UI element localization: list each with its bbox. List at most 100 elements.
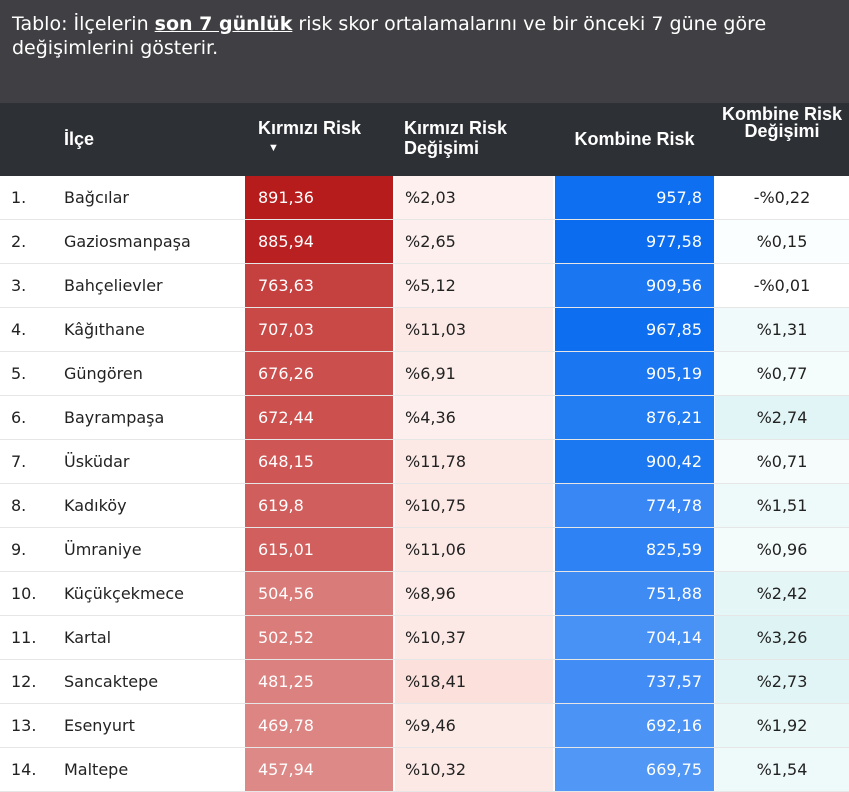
kombine-degisim-cell: %1,51: [715, 484, 849, 527]
column-header-kirmizi-risk[interactable]: Kırmızı Risk ▼: [258, 118, 393, 154]
kombine-risk-cell: 737,57: [555, 660, 714, 703]
column-header-ilce[interactable]: İlçe: [64, 129, 95, 149]
district-name-cell: Bayrampaşa: [64, 408, 165, 427]
kirmizi-degisim-cell: %10,75: [395, 484, 553, 527]
kombine-degisim-cell: %2,74: [715, 396, 849, 439]
district-name-cell: Kartal: [64, 628, 112, 647]
kombine-degisim-cell: %1,54: [715, 748, 849, 791]
kirmizi-risk-cell: 481,25: [245, 660, 393, 703]
sort-descending-icon[interactable]: ▼: [268, 142, 279, 154]
table-row: 11. Kartal 502,52 %10,37 704,14 %3,26: [0, 616, 849, 660]
kirmizi-degisim-cell: %5,12: [395, 264, 553, 307]
kombine-degisim-cell: %0,71: [715, 440, 849, 483]
table-row: 2. Gaziosmanpaşa 885,94 %2,65 977,58 %0,15: [0, 220, 849, 264]
table-row: 5. Güngören 676,26 %6,91 905,19 %0,77: [0, 352, 849, 396]
caption-text-end: risk skor ortalamalarını ve bir önceki 7…: [12, 13, 767, 59]
kombine-risk-cell: 669,75: [555, 748, 714, 791]
table-row: 12. Sancaktepe 481,25 %18,41 737,57 %2,73: [0, 660, 849, 704]
district-name-cell: Esenyurt: [64, 716, 135, 735]
kombine-degisim-cell: %1,92: [715, 704, 849, 747]
kombine-risk-cell: 967,85: [555, 308, 714, 351]
kombine-risk-cell: 905,19: [555, 352, 714, 395]
rank-cell: 3.: [11, 276, 27, 295]
kirmizi-risk-cell: 672,44: [245, 396, 393, 439]
kombine-risk-cell: 876,21: [555, 396, 714, 439]
rank-cell: 6.: [11, 408, 27, 427]
kombine-degisim-cell: -%0,01: [715, 264, 849, 307]
caption-emphasis: son 7 günlük: [154, 13, 293, 35]
kirmizi-degisim-cell: %6,91: [395, 352, 553, 395]
kirmizi-degisim-cell: %18,41: [395, 660, 553, 703]
kirmizi-degisim-cell: %10,37: [395, 616, 553, 659]
table-row: 1. Bağcılar 891,36 %2,03 957,8 -%0,22: [0, 176, 849, 220]
kombine-risk-cell: 774,78: [555, 484, 714, 527]
kombine-degisim-cell: %2,73: [715, 660, 849, 703]
kombine-risk-cell: 900,42: [555, 440, 714, 483]
kirmizi-risk-cell: 504,56: [245, 572, 393, 615]
kirmizi-degisim-cell: %11,03: [395, 308, 553, 351]
kirmizi-risk-cell: 891,36: [245, 176, 393, 219]
kombine-degisim-cell: %3,26: [715, 616, 849, 659]
rank-cell: 2.: [11, 232, 27, 251]
kirmizi-degisim-cell: %2,03: [395, 176, 553, 219]
kombine-risk-cell: 704,14: [555, 616, 714, 659]
kombine-degisim-cell: %2,42: [715, 572, 849, 615]
district-name-cell: Kâğıthane: [64, 320, 145, 339]
kirmizi-degisim-cell: %10,32: [395, 748, 553, 791]
table-row: 13. Esenyurt 469,78 %9,46 692,16 %1,92: [0, 704, 849, 748]
kirmizi-degisim-cell: %11,78: [395, 440, 553, 483]
kirmizi-degisim-cell: %11,06: [395, 528, 553, 571]
rank-cell: 7.: [11, 452, 27, 471]
table-row: 6. Bayrampaşa 672,44 %4,36 876,21 %2,74: [0, 396, 849, 440]
kirmizi-risk-cell: 676,26: [245, 352, 393, 395]
kirmizi-risk-cell: 615,01: [245, 528, 393, 571]
kirmizi-risk-cell: 502,52: [245, 616, 393, 659]
district-name-cell: Ümraniye: [64, 540, 142, 559]
rank-cell: 12.: [11, 672, 37, 691]
column-header-kirmizi-risk-degisimi[interactable]: Kırmızı Risk Değişimi: [404, 118, 508, 158]
kirmizi-risk-cell: 885,94: [245, 220, 393, 263]
rank-cell: 10.: [11, 584, 37, 603]
kombine-risk-cell: 977,58: [555, 220, 714, 263]
kirmizi-risk-cell: 469,78: [245, 704, 393, 747]
kirmizi-risk-cell: 707,03: [245, 308, 393, 351]
table-row: 3. Bahçelievler 763,63 %5,12 909,56 -%0,01: [0, 264, 849, 308]
kirmizi-degisim-cell: %9,46: [395, 704, 553, 747]
kirmizi-degisim-cell: %4,36: [395, 396, 553, 439]
table-caption: Tablo: İlçelerin son 7 günlük risk skor …: [0, 0, 849, 103]
rank-cell: 13.: [11, 716, 37, 735]
kombine-degisim-cell: %0,96: [715, 528, 849, 571]
kombine-degisim-cell: %0,15: [715, 220, 849, 263]
kirmizi-risk-cell: 457,94: [245, 748, 393, 791]
kombine-risk-cell: 692,16: [555, 704, 714, 747]
table-row: 4. Kâğıthane 707,03 %11,03 967,85 %1,31: [0, 308, 849, 352]
rank-cell: 4.: [11, 320, 27, 339]
rank-cell: 8.: [11, 496, 27, 515]
district-name-cell: Gaziosmanpaşa: [64, 232, 191, 251]
rank-cell: 5.: [11, 364, 27, 383]
kirmizi-risk-cell: 763,63: [245, 264, 393, 307]
table-body: 1. Bağcılar 891,36 %2,03 957,8 -%0,22 2. Gazios…: [0, 176, 849, 792]
rank-cell: 14.: [11, 760, 37, 779]
kombine-risk-cell: 957,8: [555, 176, 714, 219]
district-name-cell: Üsküdar: [64, 452, 130, 471]
kombine-risk-cell: 825,59: [555, 528, 714, 571]
kirmizi-risk-cell: 648,15: [245, 440, 393, 483]
table-row: 9. Ümraniye 615,01 %11,06 825,59 %0,96: [0, 528, 849, 572]
kirmizi-risk-cell: 619,8: [245, 484, 393, 527]
column-header-kombine-risk[interactable]: Kombine Risk: [574, 129, 695, 149]
column-header-kombine-risk-degisimi[interactable]: Kombine Risk Değişimi: [721, 104, 843, 141]
district-name-cell: Kadıköy: [64, 496, 127, 515]
kombine-risk-cell: 909,56: [555, 264, 714, 307]
kombine-risk-cell: 751,88: [555, 572, 714, 615]
district-name-cell: Küçükçekmece: [64, 584, 185, 603]
caption-text-start: Tablo: İlçelerin: [12, 13, 155, 35]
kombine-degisim-cell: %0,77: [715, 352, 849, 395]
table-row: 7. Üsküdar 648,15 %11,78 900,42 %0,71: [0, 440, 849, 484]
kombine-degisim-cell: -%0,22: [715, 176, 849, 219]
district-name-cell: Bağcılar: [64, 188, 130, 207]
table-row: 8. Kadıköy 619,8 %10,75 774,78 %1,51: [0, 484, 849, 528]
column-header-kirmizi-risk-label: Kırmızı Risk: [258, 118, 362, 138]
district-name-cell: Güngören: [64, 364, 143, 383]
kombine-degisim-cell: %1,31: [715, 308, 849, 351]
